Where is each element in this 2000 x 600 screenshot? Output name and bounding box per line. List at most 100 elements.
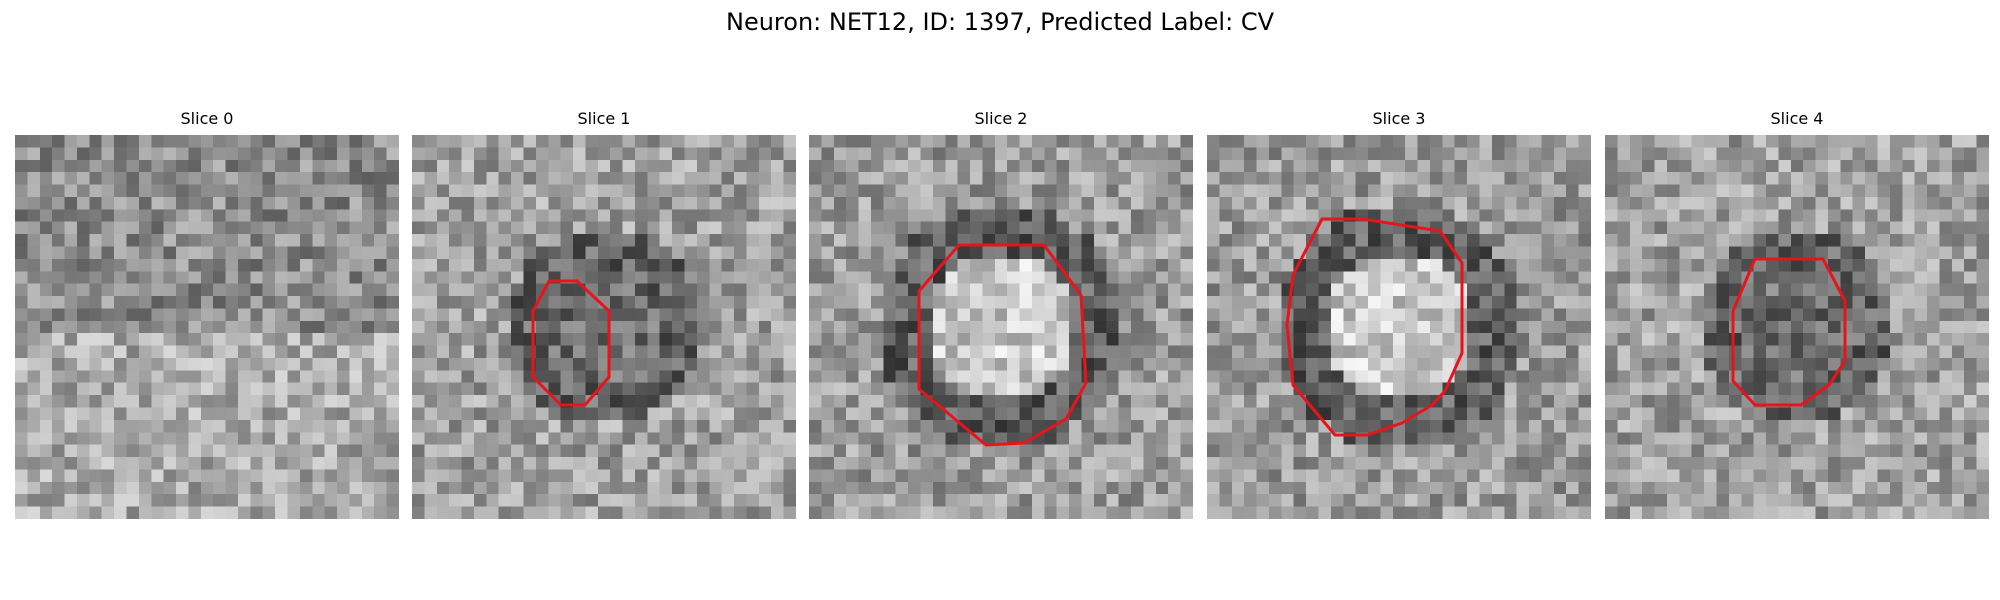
pixel [1180, 457, 1193, 470]
pixel [1467, 457, 1481, 470]
pixel [1516, 172, 1530, 186]
pixel [1442, 271, 1456, 285]
pixel [1927, 370, 1940, 384]
pixel [27, 258, 41, 272]
pixel [349, 419, 363, 433]
pixel [15, 159, 28, 173]
pixel [1056, 395, 1070, 409]
pixel [1093, 357, 1107, 371]
pixel [324, 432, 338, 446]
pixel [114, 506, 127, 519]
pixel [1877, 196, 1891, 210]
pixel [1491, 333, 1505, 347]
pixel [1553, 234, 1567, 247]
pixel [870, 494, 884, 508]
pixel [386, 407, 399, 421]
pixel [721, 419, 735, 433]
pixel [151, 419, 165, 433]
pixel [27, 481, 41, 495]
pixel [1306, 147, 1319, 161]
pixel [1281, 457, 1295, 470]
pixel [758, 271, 772, 285]
pixel [1691, 345, 1705, 359]
pixel [908, 407, 921, 421]
pixel [994, 481, 1008, 495]
pixel [1865, 172, 1879, 186]
pixel [1790, 357, 1804, 371]
pixel [163, 494, 177, 508]
pixel [424, 196, 438, 210]
pixel [1889, 345, 1903, 359]
pixel [1069, 432, 1083, 446]
pixel [213, 271, 227, 285]
pixel [734, 481, 747, 495]
pixel [1889, 296, 1903, 309]
pixel [1553, 345, 1567, 359]
pixel [597, 345, 611, 359]
pixel [15, 184, 28, 198]
pixel [1330, 258, 1344, 272]
pixel [1691, 382, 1705, 396]
pixel [1629, 147, 1643, 161]
pixel [746, 506, 760, 519]
pixel [1541, 469, 1555, 483]
pixel [200, 444, 214, 458]
pixel [498, 419, 512, 433]
pixel [412, 506, 425, 519]
pixel [1231, 382, 1245, 396]
pixel [1790, 407, 1804, 421]
pixel [908, 234, 921, 247]
pixel [647, 159, 661, 173]
pixel [523, 159, 537, 173]
pixel [1964, 283, 1978, 297]
pixel [299, 382, 313, 396]
pixel [721, 345, 735, 359]
pixel [15, 135, 28, 148]
pixel [337, 320, 350, 334]
pixel [275, 345, 289, 359]
pixel [1207, 357, 1220, 371]
pixel [163, 184, 177, 198]
pixel [275, 159, 289, 173]
pixel [386, 196, 399, 210]
pixel [461, 159, 475, 173]
pixel [163, 271, 177, 285]
pixel [1654, 135, 1668, 148]
pixel [1629, 184, 1643, 198]
pixel [1392, 407, 1406, 421]
pixel [783, 308, 796, 322]
pixel [424, 172, 438, 186]
pixel [498, 296, 512, 309]
pixel [1827, 320, 1841, 334]
pixel [1293, 357, 1307, 371]
pixel [1044, 296, 1058, 309]
pixel [337, 172, 350, 186]
pixel [1081, 135, 1095, 148]
pixel [1106, 209, 1120, 223]
pixel [957, 481, 971, 495]
pixel [299, 234, 313, 247]
pixel [1429, 308, 1443, 322]
pixel [1827, 308, 1841, 322]
pixel [585, 159, 599, 173]
pixel [932, 221, 946, 235]
pixel [200, 457, 214, 470]
pixel [833, 457, 847, 470]
pixel [287, 506, 301, 519]
pixel [1939, 246, 1953, 260]
pixel [1976, 469, 1989, 483]
pixel [1865, 258, 1879, 272]
pixel [634, 370, 648, 384]
pixel [1976, 271, 1989, 285]
pixel [1766, 271, 1779, 285]
pixel [262, 221, 276, 235]
pixel [696, 246, 710, 260]
pixel [473, 432, 487, 446]
pixel [1093, 246, 1107, 260]
pixel [126, 283, 140, 297]
pixel [1578, 308, 1591, 322]
pixel [498, 395, 512, 409]
pixel [1902, 357, 1916, 371]
pixel [1654, 172, 1668, 186]
pixel [1417, 258, 1431, 272]
